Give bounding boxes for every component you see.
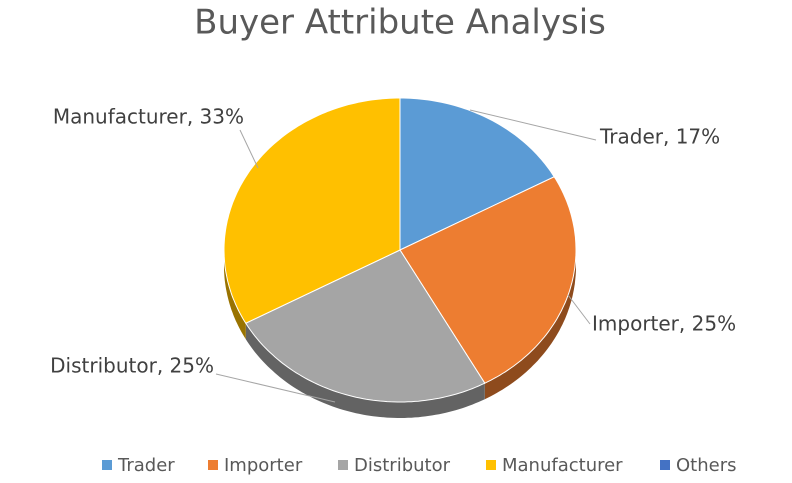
legend-swatch	[338, 460, 348, 470]
data-label: Trader, 17%	[599, 125, 720, 149]
data-label: Distributor, 25%	[50, 354, 214, 378]
data-label: Importer, 25%	[592, 312, 736, 336]
slice-side	[245, 323, 485, 418]
legend-label: Distributor	[354, 455, 451, 476]
data-label: Manufacturer, 33%	[53, 105, 244, 129]
chart-title: Buyer Attribute Analysis	[194, 3, 606, 43]
slice-side	[224, 250, 246, 340]
legend-label: Importer	[224, 455, 303, 476]
leader-line	[215, 373, 336, 403]
slice	[399, 97, 555, 251]
legend-swatch	[102, 460, 112, 470]
leader-line	[469, 109, 597, 141]
leader-line	[567, 294, 591, 325]
legend-swatch	[208, 460, 218, 470]
slice	[399, 176, 577, 384]
legend-swatch	[486, 460, 496, 470]
slice	[245, 249, 486, 403]
slice	[223, 97, 401, 324]
legend-label: Trader	[117, 455, 175, 476]
slice-side	[484, 250, 576, 400]
legend-label: Others	[676, 455, 737, 476]
legend-label: Manufacturer	[502, 455, 623, 476]
legend-swatch	[660, 460, 670, 470]
leader-line	[239, 129, 259, 169]
